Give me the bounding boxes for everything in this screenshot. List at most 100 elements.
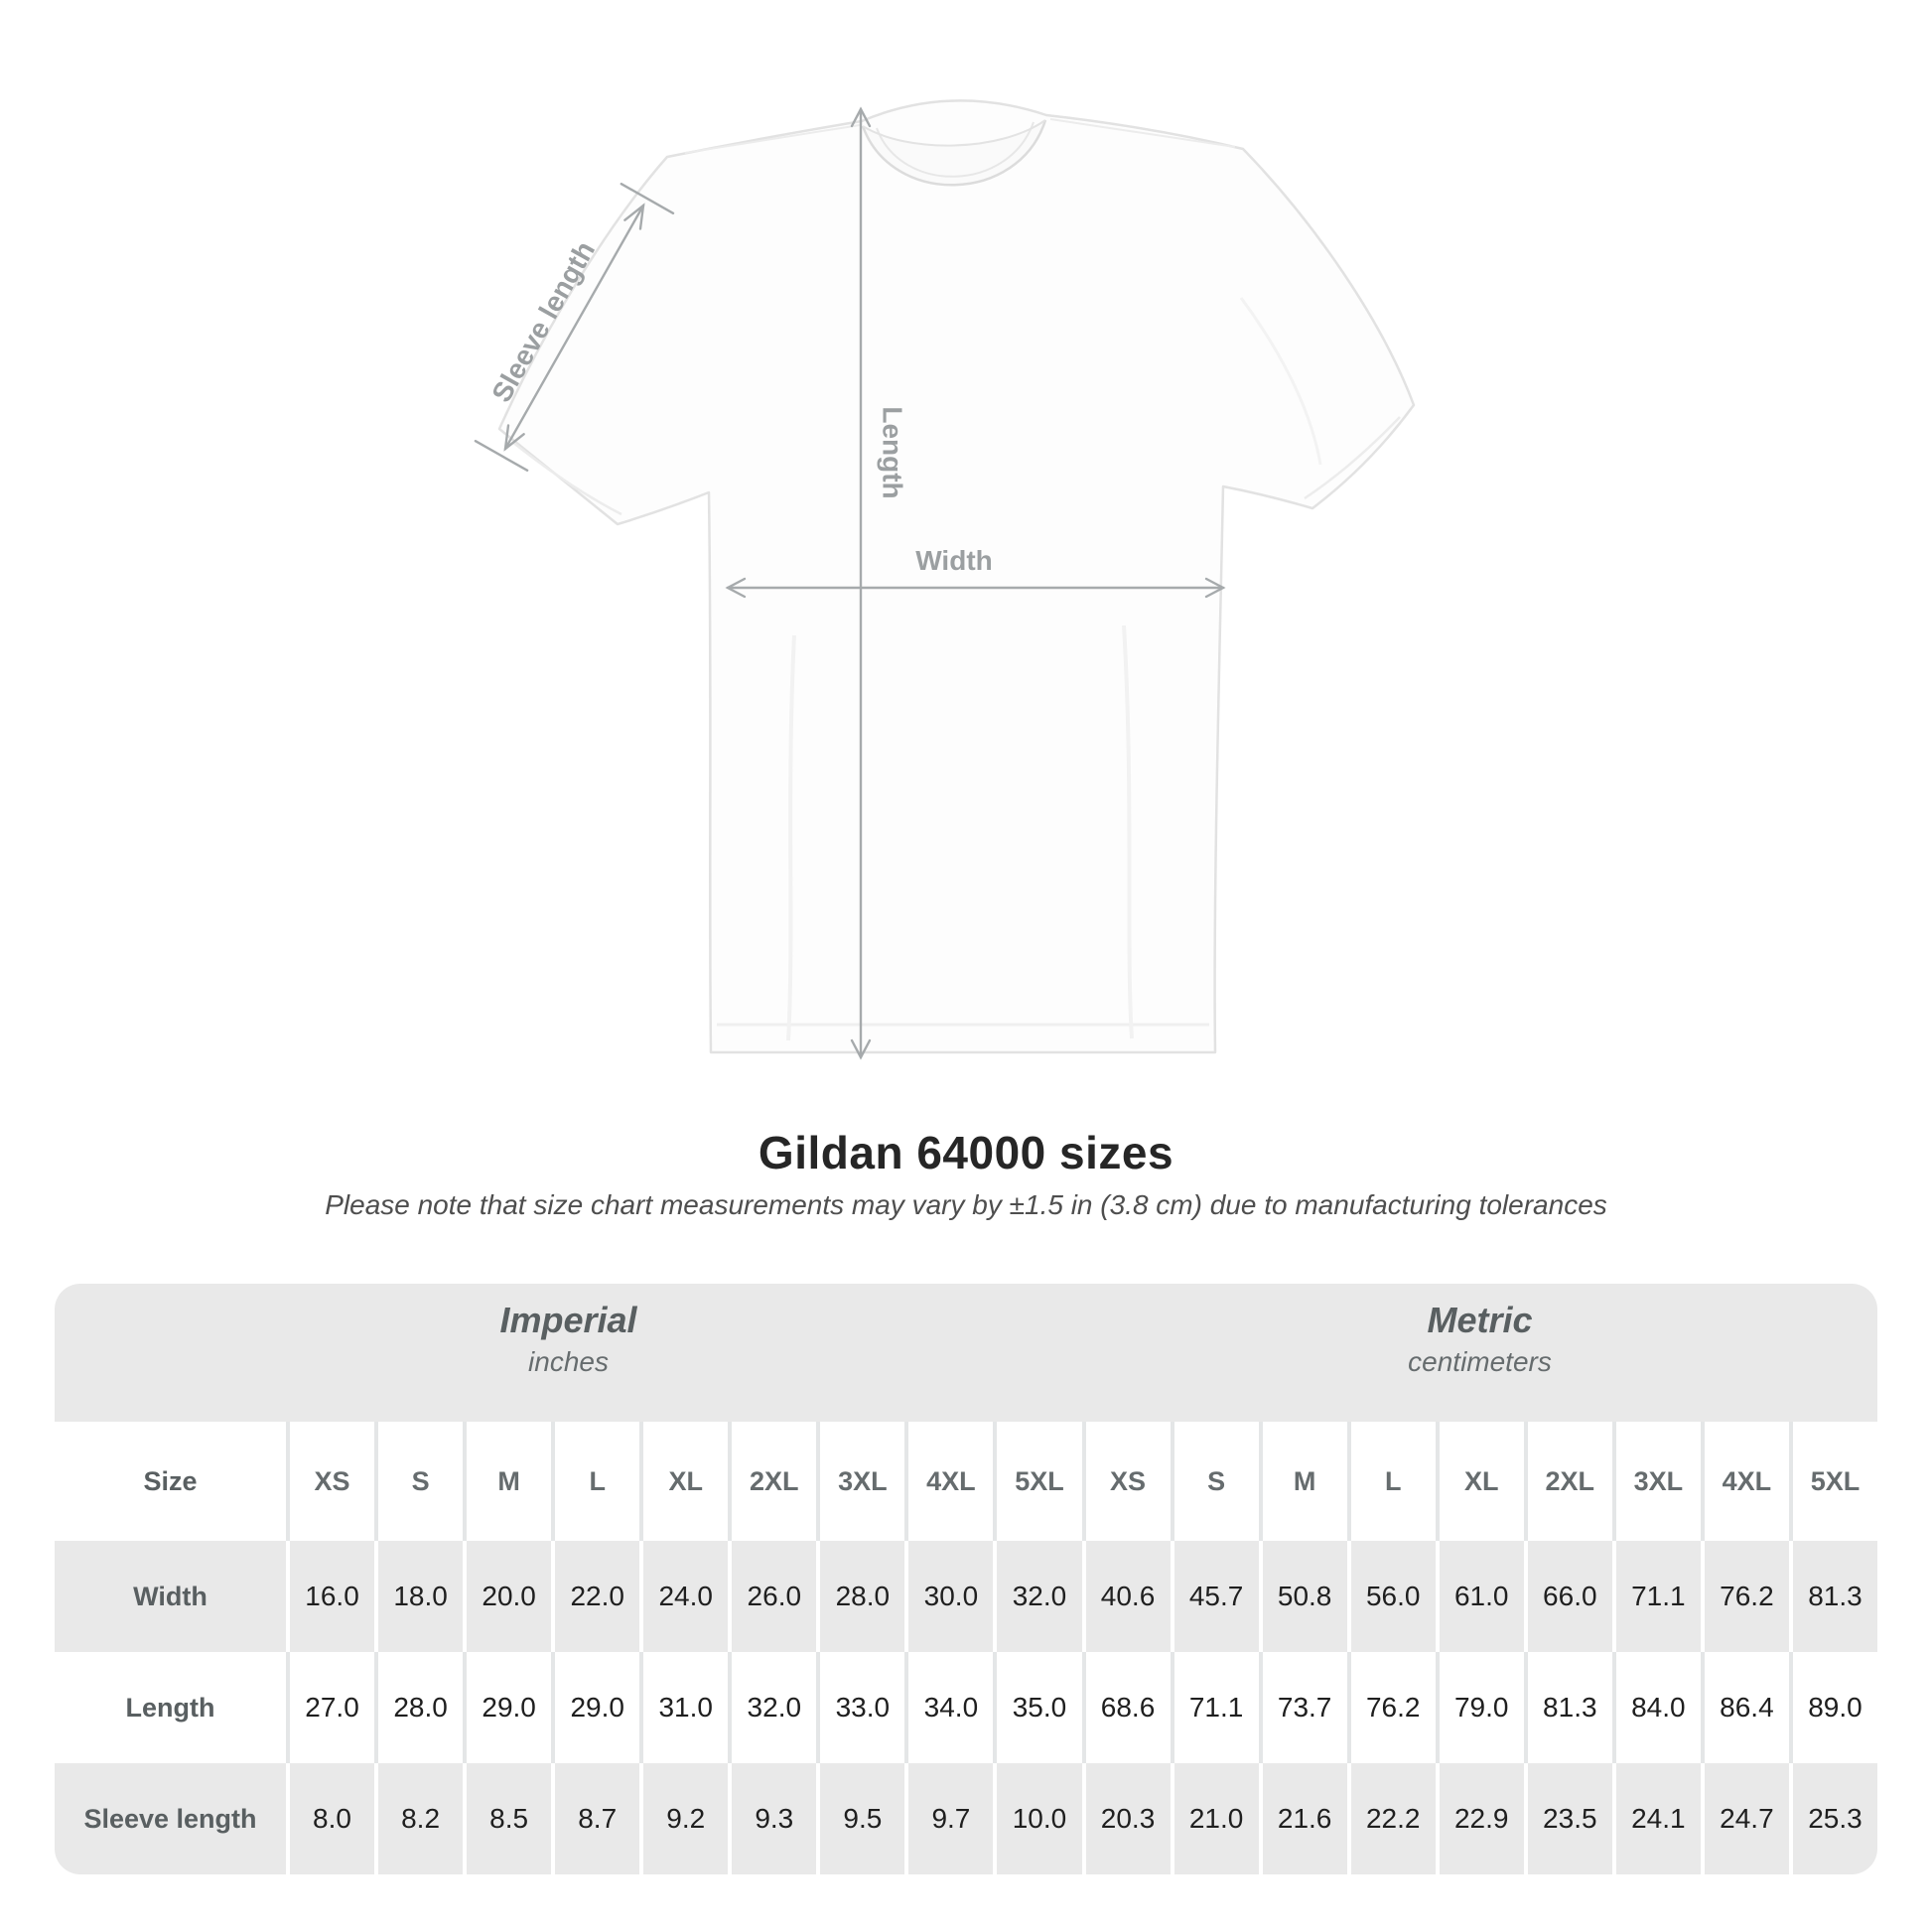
- value-cell-metric: 20.3: [1081, 1763, 1171, 1874]
- value-cell-metric: 25.3: [1788, 1763, 1877, 1874]
- shoulder-seam-right: [1049, 118, 1236, 148]
- value-cell-imperial: 22.0: [551, 1541, 640, 1652]
- table-row: Width 16.0 18.0 20.0 22.0 24.0 26.0 28.0 30.0 32.…: [55, 1541, 1877, 1652]
- value-cell-metric: 86.4: [1700, 1652, 1789, 1763]
- size-header-metric-4xl: 4XL: [1700, 1422, 1789, 1541]
- value-cell-imperial: 34.0: [904, 1652, 994, 1763]
- imperial-title: Imperial: [499, 1300, 637, 1340]
- row-label: Width: [55, 1541, 286, 1652]
- value-cell-metric: 84.0: [1611, 1652, 1701, 1763]
- metric-unit: centimeters: [1408, 1346, 1552, 1377]
- size-header-metric-m: M: [1258, 1422, 1347, 1541]
- value-cell-imperial: 32.0: [993, 1541, 1082, 1652]
- collar-opening: [863, 120, 1045, 186]
- value-cell-metric: 79.0: [1435, 1652, 1524, 1763]
- value-cell-imperial: 26.0: [728, 1541, 817, 1652]
- value-cell-metric: 76.2: [1346, 1652, 1436, 1763]
- size-header-row: Size XS S M L XL 2XL 3XL 4XL 5XL XS S M L XL 2XL 3XL 4XL 5…: [55, 1422, 1877, 1541]
- sleeve-length-dimension-arrow: [474, 182, 675, 472]
- value-cell-imperial: 9.7: [904, 1763, 994, 1874]
- imperial-header: Imperial inches: [55, 1298, 1082, 1381]
- size-header-imperial-4xl: 4XL: [904, 1422, 994, 1541]
- value-cell-metric: 22.2: [1346, 1763, 1436, 1874]
- value-cell-metric: 24.7: [1700, 1763, 1789, 1874]
- value-cell-imperial: 16.0: [286, 1541, 375, 1652]
- value-cell-imperial: 8.5: [463, 1763, 552, 1874]
- value-cell-imperial: 9.5: [816, 1763, 905, 1874]
- size-header-metric-2xl: 2XL: [1523, 1422, 1612, 1541]
- value-cell-metric: 71.1: [1611, 1541, 1701, 1652]
- value-cell-metric: 73.7: [1258, 1652, 1347, 1763]
- value-cell-metric: 61.0: [1435, 1541, 1524, 1652]
- table-row: Length 27.0 28.0 29.0 29.0 31.0 32.0 33.0 34.0 35…: [55, 1652, 1877, 1763]
- value-cell-imperial: 31.0: [639, 1652, 729, 1763]
- value-cell-metric: 56.0: [1346, 1541, 1436, 1652]
- value-cell-imperial: 9.2: [639, 1763, 729, 1874]
- value-cell-imperial: 29.0: [463, 1652, 552, 1763]
- size-header-imperial-xl: XL: [639, 1422, 729, 1541]
- fabric-fold: [786, 634, 796, 1041]
- size-table-body: Width 16.0 18.0 20.0 22.0 24.0 26.0 28.0 30.0 32.…: [55, 1541, 1877, 1874]
- value-cell-metric: 89.0: [1788, 1652, 1877, 1763]
- tshirt-body: [497, 99, 1416, 1054]
- value-cell-imperial: 8.0: [286, 1763, 375, 1874]
- tshirt-illustration: [497, 99, 1416, 1054]
- value-cell-imperial: 18.0: [374, 1541, 464, 1652]
- size-header-imperial-l: L: [551, 1422, 640, 1541]
- size-header-metric-5xl: 5XL: [1788, 1422, 1877, 1541]
- value-cell-imperial: 28.0: [374, 1652, 464, 1763]
- value-cell-metric: 50.8: [1258, 1541, 1347, 1652]
- value-cell-metric: 71.1: [1170, 1652, 1259, 1763]
- size-header-imperial-3xl: 3XL: [816, 1422, 905, 1541]
- length-dimension-arrow: [850, 106, 872, 1060]
- size-header-metric-xs: XS: [1081, 1422, 1171, 1541]
- fabric-fold: [1239, 297, 1322, 466]
- value-cell-imperial: 33.0: [816, 1652, 905, 1763]
- value-cell-metric: 76.2: [1700, 1541, 1789, 1652]
- row-label: Length: [55, 1652, 286, 1763]
- size-column-label: Size: [55, 1422, 286, 1541]
- sleeve-hem-right: [1304, 416, 1401, 500]
- table-row: Sleeve length 8.0 8.2 8.5 8.7 9.2 9.3 9.5 9.7 10.…: [55, 1763, 1877, 1874]
- value-cell-imperial: 28.0: [816, 1541, 905, 1652]
- fabric-fold: [1122, 624, 1134, 1039]
- value-cell-metric: 40.6: [1081, 1541, 1171, 1652]
- value-cell-metric: 81.3: [1788, 1541, 1877, 1652]
- size-header-metric-s: S: [1170, 1422, 1259, 1541]
- value-cell-metric: 23.5: [1523, 1763, 1612, 1874]
- sleeve-hem-left: [511, 441, 622, 516]
- value-cell-imperial: 24.0: [639, 1541, 729, 1652]
- value-cell-imperial: 32.0: [728, 1652, 817, 1763]
- value-cell-imperial: 8.7: [551, 1763, 640, 1874]
- imperial-unit: inches: [528, 1346, 609, 1377]
- value-cell-imperial: 29.0: [551, 1652, 640, 1763]
- value-cell-imperial: 8.2: [374, 1763, 464, 1874]
- width-label: Width: [915, 545, 993, 576]
- value-cell-imperial: 30.0: [904, 1541, 994, 1652]
- collar-inner-seam: [876, 121, 1035, 178]
- size-header-imperial-2xl: 2XL: [728, 1422, 817, 1541]
- size-header-imperial-5xl: 5XL: [993, 1422, 1082, 1541]
- collar-outer-seam: [861, 119, 1047, 187]
- value-cell-metric: 21.6: [1258, 1763, 1347, 1874]
- value-cell-imperial: 27.0: [286, 1652, 375, 1763]
- size-header-metric-3xl: 3XL: [1611, 1422, 1701, 1541]
- size-header-metric-xl: XL: [1435, 1422, 1524, 1541]
- back-neck-seam: [862, 119, 1046, 147]
- size-table: Imperial inches Metric centimeters Size X…: [55, 1284, 1877, 1874]
- size-header-imperial-xs: XS: [286, 1422, 375, 1541]
- value-cell-imperial: 10.0: [993, 1763, 1082, 1874]
- size-header-imperial-m: M: [463, 1422, 552, 1541]
- page-title: Gildan 64000 sizes: [758, 1127, 1174, 1178]
- value-cell-imperial: 9.3: [728, 1763, 817, 1874]
- value-cell-metric: 81.3: [1523, 1652, 1612, 1763]
- value-cell-metric: 21.0: [1170, 1763, 1259, 1874]
- value-cell-metric: 68.6: [1081, 1652, 1171, 1763]
- value-cell-metric: 45.7: [1170, 1541, 1259, 1652]
- shoulder-seam-left: [684, 124, 861, 154]
- shirt-diagram: Sleeve length Length Width: [474, 99, 1416, 1060]
- value-cell-metric: 24.1: [1611, 1763, 1701, 1874]
- unit-header-band: Imperial inches Metric centimeters: [55, 1284, 1877, 1422]
- size-header-imperial-s: S: [374, 1422, 464, 1541]
